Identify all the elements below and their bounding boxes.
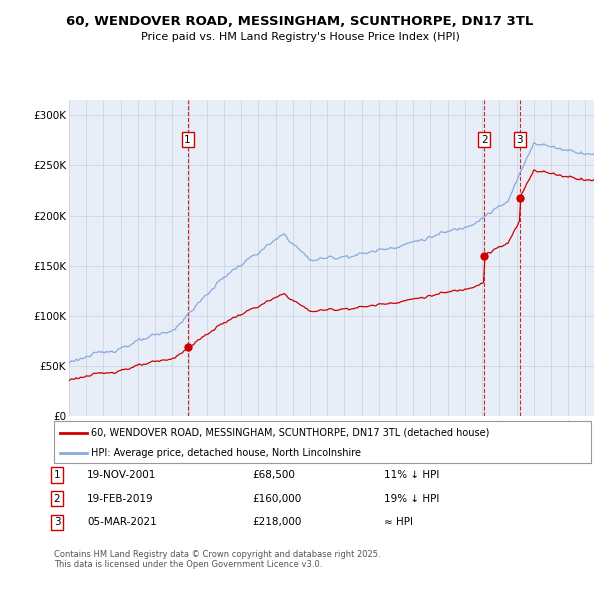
Text: Price paid vs. HM Land Registry's House Price Index (HPI): Price paid vs. HM Land Registry's House … — [140, 32, 460, 42]
Text: Contains HM Land Registry data © Crown copyright and database right 2025.
This d: Contains HM Land Registry data © Crown c… — [54, 550, 380, 569]
Text: 19% ↓ HPI: 19% ↓ HPI — [384, 494, 439, 503]
Text: £160,000: £160,000 — [252, 494, 301, 503]
Text: 3: 3 — [517, 135, 523, 145]
Text: 60, WENDOVER ROAD, MESSINGHAM, SCUNTHORPE, DN17 3TL (detached house): 60, WENDOVER ROAD, MESSINGHAM, SCUNTHORP… — [91, 428, 490, 438]
Text: HPI: Average price, detached house, North Lincolnshire: HPI: Average price, detached house, Nort… — [91, 448, 361, 457]
Text: 11% ↓ HPI: 11% ↓ HPI — [384, 470, 439, 480]
Text: 1: 1 — [184, 135, 191, 145]
Text: £68,500: £68,500 — [252, 470, 295, 480]
Text: 1: 1 — [53, 470, 61, 480]
Text: 2: 2 — [53, 494, 61, 503]
Text: 05-MAR-2021: 05-MAR-2021 — [87, 517, 157, 527]
Text: £218,000: £218,000 — [252, 517, 301, 527]
Text: 2: 2 — [481, 135, 487, 145]
Text: 19-NOV-2001: 19-NOV-2001 — [87, 470, 157, 480]
Text: 3: 3 — [53, 517, 61, 527]
Text: 19-FEB-2019: 19-FEB-2019 — [87, 494, 154, 503]
Text: ≈ HPI: ≈ HPI — [384, 517, 413, 527]
Text: 60, WENDOVER ROAD, MESSINGHAM, SCUNTHORPE, DN17 3TL: 60, WENDOVER ROAD, MESSINGHAM, SCUNTHORP… — [67, 15, 533, 28]
